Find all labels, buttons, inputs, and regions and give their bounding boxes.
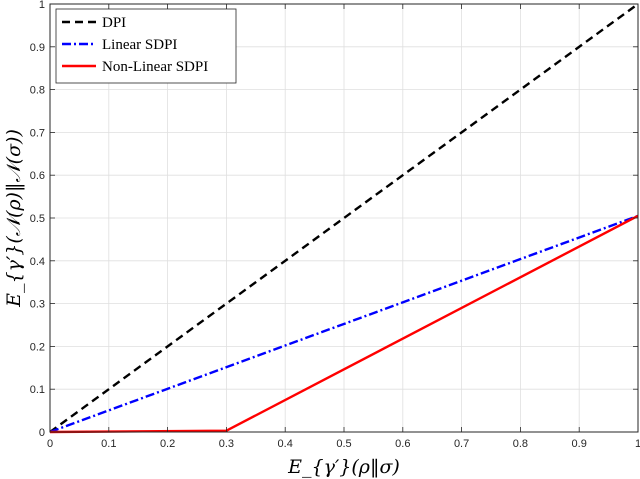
legend-entry-label: Linear SDPI [102, 37, 177, 53]
x-tick-label: 0.3 [219, 438, 234, 450]
y-tick-label: 0.8 [30, 85, 45, 97]
grid [50, 4, 638, 432]
y-tick-label: 0.3 [30, 299, 45, 311]
legend-box [55, 8, 237, 84]
y-tick-label: 1 [39, 0, 45, 11]
tick-layer [49, 3, 639, 433]
y-tick-label: 0.1 [30, 384, 45, 396]
x-tick-labels: 0 0.1 0.2 0.3 0.4 0.5 0.6 0.7 0.8 0.9 1 [47, 438, 640, 450]
y-tick-label: 0.9 [30, 42, 45, 54]
x-tick-label: 0 [47, 438, 53, 450]
x-tick-label: 0.5 [336, 438, 351, 450]
x-tick-label: 0.1 [101, 438, 116, 450]
x-tick-label: 0.7 [454, 438, 469, 450]
y-tick-label: 0.4 [30, 256, 45, 268]
y-tick-label: 0.6 [30, 170, 45, 182]
y-tick-label: 0.2 [30, 341, 45, 353]
x-tick-label: 0.9 [572, 438, 587, 450]
x-tick-label: 0.8 [513, 438, 528, 450]
y-tick-label: 0.7 [30, 127, 45, 139]
y-tick-label: 0.5 [30, 213, 45, 225]
legend-entry-label: Non-Linear SDPI [102, 59, 208, 75]
x-tick-label: 0.6 [395, 438, 410, 450]
legend-entry-label: DPI [102, 15, 126, 31]
y-tick-labels: 0 0.1 0.2 0.3 0.4 0.5 0.6 0.7 0.8 0.9 1 [30, 0, 45, 439]
x-tick-label: 1 [635, 438, 640, 450]
x-axis-label: E_{γ′}(ρ‖σ) [287, 456, 400, 478]
series-line-linear-sdpi [49, 214, 639, 434]
x-tick-label: 0.4 [278, 438, 293, 450]
legend: DPI Linear SDPI Non-Linear SDPI [55, 8, 237, 84]
y-tick-label: 0 [39, 427, 45, 439]
y-axis-label: E_{γ′}(𝒩(ρ)‖𝒩(σ)) [3, 129, 25, 308]
x-tick-label: 0.2 [160, 438, 175, 450]
series-line-dpi [49, 3, 639, 433]
